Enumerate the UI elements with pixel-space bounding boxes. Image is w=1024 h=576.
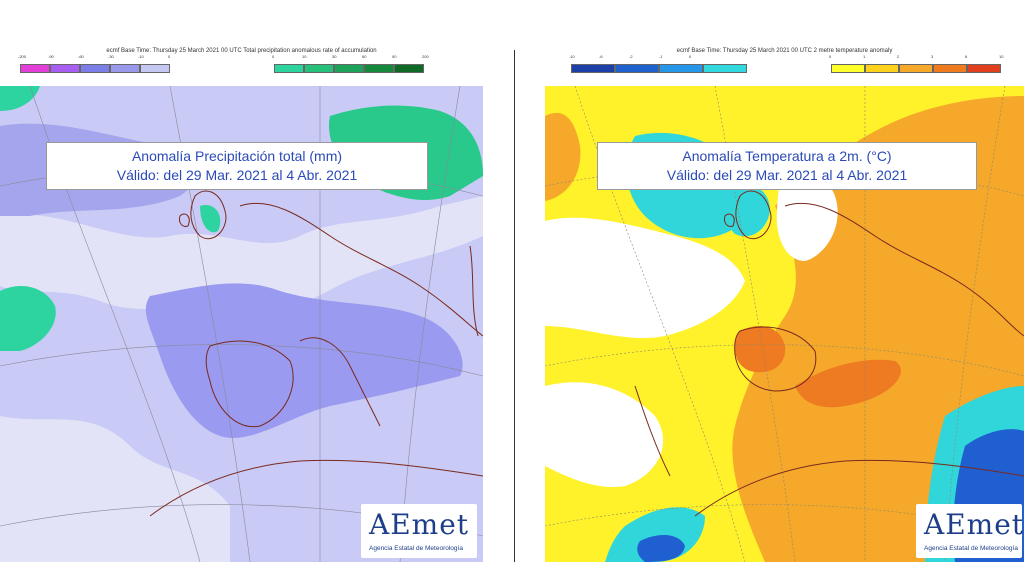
tick-label: 200 <box>422 54 429 59</box>
temperature-header: ecmf Base Time: Thursday 25 March 2021 0… <box>545 48 1024 82</box>
colorbar-cell <box>615 64 659 73</box>
tick-label: 30 <box>332 54 337 59</box>
precip-coastlines <box>149 190 483 517</box>
tick-label: 10 <box>302 54 307 59</box>
temp-warm-northwest <box>545 112 581 201</box>
colorbar-cell <box>140 64 170 73</box>
colorbar-cell <box>364 64 394 73</box>
tick-label: 10 <box>999 54 1004 59</box>
temperature-title-box: Anomalía Temperatura a 2m. (°C) Válido: … <box>597 142 977 190</box>
tick-label: -60 <box>78 54 84 59</box>
colorbar-cell <box>20 64 50 73</box>
colorbar-cell <box>50 64 80 73</box>
colorbar-cell <box>304 64 334 73</box>
temp-cool-uk <box>727 184 770 237</box>
tick-label: -1 <box>659 54 663 59</box>
tick-label: 0 <box>168 54 171 59</box>
tick-label: 0 <box>272 54 275 59</box>
precipitation-title: Anomalía Precipitación total (mm) <box>131 148 343 164</box>
colorbar-cell <box>967 64 1001 73</box>
colorbar-cell <box>80 64 110 73</box>
precip-surplus-uk <box>200 205 221 233</box>
precipitation-negative-colorbar <box>20 64 170 73</box>
precipitation-positive-ticks: 0 10 30 60 90 200 <box>272 54 452 59</box>
colorbar-cell <box>899 64 933 73</box>
precipitation-positive-colorbar <box>274 64 424 73</box>
tick-label: 90 <box>392 54 397 59</box>
tick-label: 1 <box>863 54 866 59</box>
colorbar-cell <box>334 64 364 73</box>
tick-label: -6 <box>599 54 603 59</box>
panel-divider <box>514 50 515 562</box>
precip-surplus-west <box>0 286 56 351</box>
precip-surplus-corner <box>0 86 40 111</box>
precipitation-negative-ticks: -200 -90 -60 -30 -10 0 <box>18 54 198 59</box>
tick-label: -30 <box>108 54 114 59</box>
temperature-title: Anomalía Temperatura a 2m. (°C) <box>682 148 892 164</box>
precipitation-title-box: Anomalía Precipitación total (mm) Válido… <box>46 142 428 190</box>
colorbar-cell <box>865 64 899 73</box>
precip-deficit-region <box>145 283 463 439</box>
colorbar-cell <box>703 64 747 73</box>
tick-label: -10 <box>569 54 575 59</box>
precip-near-normal-band <box>0 196 483 310</box>
colorbar-cell <box>571 64 615 73</box>
temperature-positive-ticks: 0 1 2 3 6 10 <box>829 54 1024 59</box>
tick-label: -2 <box>629 54 633 59</box>
temp-hot-north-africa <box>795 359 901 408</box>
aemet-logo: AEmet Agencia Estatal de Meteorología <box>916 504 1024 558</box>
temperature-validity: Válido: del 29 Mar. 2021 al 4 Abr. 2021 <box>666 167 908 183</box>
tick-label: 2 <box>897 54 900 59</box>
aemet-wordmark: AEmet <box>369 508 470 541</box>
aemet-wordmark: AEmet <box>924 508 1024 541</box>
tick-label: 60 <box>362 54 367 59</box>
temperature-negative-ticks: -10 -6 -2 -1 0 <box>569 54 719 59</box>
precipitation-base-time: ecmf Base Time: Thursday 25 March 2021 0… <box>106 48 377 54</box>
tick-label: -90 <box>48 54 54 59</box>
temp-cold-south <box>637 534 685 562</box>
tick-label: 6 <box>965 54 968 59</box>
temperature-negative-colorbar <box>571 64 747 73</box>
tick-label: -10 <box>138 54 144 59</box>
colorbar-cell <box>659 64 703 73</box>
colorbar-cell <box>933 64 967 73</box>
precip-near-normal-south <box>0 416 230 562</box>
tick-label: 0 <box>689 54 692 59</box>
precipitation-header: ecmf Base Time: Thursday 25 March 2021 0… <box>0 48 483 82</box>
aemet-organization: Agencia Estatal de Meteorología <box>369 545 463 552</box>
aemet-organization: Agencia Estatal de Meteorología <box>924 545 1018 552</box>
temp-neutral-southwest <box>545 382 664 487</box>
tick-label: 0 <box>829 54 832 59</box>
temp-coastlines <box>634 190 1024 517</box>
colorbar-cell <box>394 64 424 73</box>
precipitation-validity: Válido: del 29 Mar. 2021 al 4 Abr. 2021 <box>116 167 358 183</box>
colorbar-cell <box>110 64 140 73</box>
temperature-base-time: ecmf Base Time: Thursday 25 March 2021 0… <box>676 48 893 54</box>
colorbar-cell <box>274 64 304 73</box>
aemet-logo: AEmet Agencia Estatal de Meteorología <box>361 504 477 558</box>
temp-hot-iberia <box>734 326 786 373</box>
tick-label: 3 <box>931 54 934 59</box>
tick-label: -200 <box>18 54 27 59</box>
colorbar-cell <box>831 64 865 73</box>
precipitation-anomaly-panel: ecmf Base Time: Thursday 25 March 2021 0… <box>0 48 483 562</box>
temperature-positive-colorbar <box>831 64 1001 73</box>
temperature-anomaly-panel: ecmf Base Time: Thursday 25 March 2021 0… <box>545 48 1024 562</box>
